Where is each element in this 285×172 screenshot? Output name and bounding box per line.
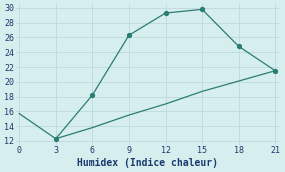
X-axis label: Humidex (Indice chaleur): Humidex (Indice chaleur) (77, 158, 218, 168)
